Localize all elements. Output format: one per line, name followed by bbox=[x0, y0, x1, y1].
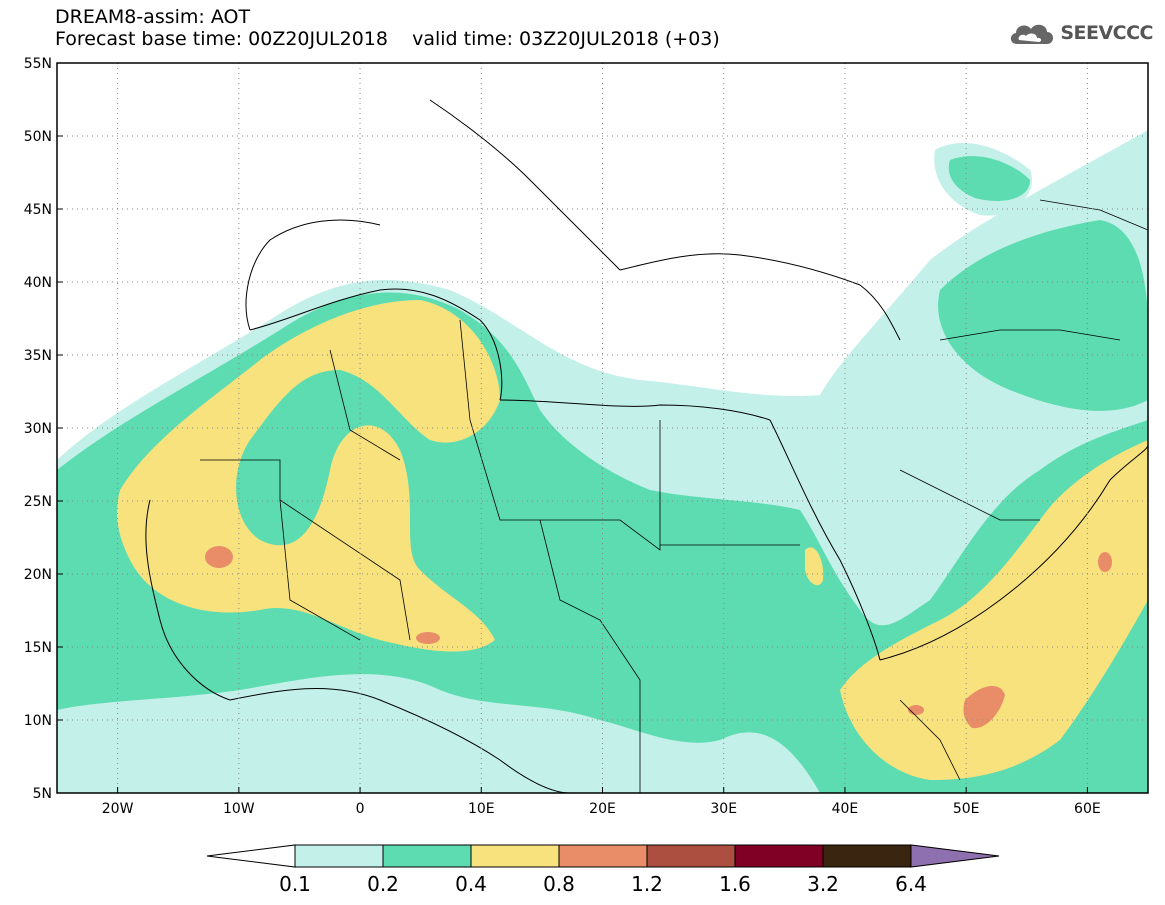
lat-tick-label: 40N bbox=[24, 275, 52, 291]
lat-tick-label: 15N bbox=[24, 640, 52, 656]
lon-tick-label: 10E bbox=[468, 801, 495, 817]
aot-level-0.8-c bbox=[1098, 552, 1112, 572]
aot-level-0.4-arabia bbox=[840, 440, 1148, 780]
cloud-logo-icon bbox=[1011, 24, 1054, 44]
latitude-labels: 5N 10N 15N 20N 25N 30N 35N 40N 45N 50N 55N bbox=[24, 56, 52, 802]
colorbar-label: 6.4 bbox=[895, 872, 927, 896]
lon-tick-label: 60E bbox=[1074, 801, 1101, 817]
colorbar-box bbox=[646, 844, 736, 868]
lat-tick-label: 20N bbox=[24, 567, 52, 583]
lat-tick-label: 25N bbox=[24, 494, 52, 510]
lon-tick-label: 50E bbox=[953, 801, 980, 817]
aot-level-0.8-d bbox=[963, 685, 1005, 729]
colorbar-boxes bbox=[206, 844, 1000, 868]
colorbar-box bbox=[734, 844, 824, 868]
aot-level-0.8-b bbox=[416, 632, 440, 644]
seevccc-logo: SEEVCCC bbox=[1007, 20, 1153, 46]
lat-tick-label: 30N bbox=[24, 421, 52, 437]
lat-tick-label: 10N bbox=[24, 713, 52, 729]
colorbar-min-arrow bbox=[206, 844, 296, 868]
lon-tick-label: 40E bbox=[832, 801, 859, 817]
forecast-times: Forecast base time: 00Z20JUL2018 valid t… bbox=[55, 28, 720, 50]
colorbar-box bbox=[294, 844, 384, 868]
colorbar-box bbox=[558, 844, 648, 868]
logo-text: SEEVCCC bbox=[1060, 22, 1153, 44]
lon-tick-label: 10W bbox=[223, 801, 255, 817]
colorbar-label: 0.8 bbox=[543, 872, 575, 896]
colorbar-label: 1.2 bbox=[631, 872, 663, 896]
longitude-labels: 20W 10W 0 10E 20E 30E 40E 50E 60E bbox=[102, 801, 1101, 817]
aot-level-0.2-east bbox=[938, 220, 1148, 411]
aot-level-0.2-caspian bbox=[948, 156, 1030, 201]
aot-fields bbox=[57, 99, 1148, 793]
lat-lon-grid bbox=[57, 62, 1148, 794]
coastlines bbox=[145, 99, 1148, 793]
lon-tick-label: 30E bbox=[710, 801, 737, 817]
colorbar-label: 3.2 bbox=[807, 872, 839, 896]
colorbar-label: 0.2 bbox=[367, 872, 399, 896]
colorbar-max-arrow bbox=[910, 844, 1000, 868]
lat-tick-label: 50N bbox=[24, 129, 52, 145]
colorbar-label: 0.1 bbox=[279, 872, 311, 896]
aot-level-0.8-a bbox=[205, 546, 233, 568]
lat-tick-label: 55N bbox=[24, 56, 52, 72]
colorbar-label: 1.6 bbox=[719, 872, 751, 896]
map-title: DREAM8-assim: AOT bbox=[55, 6, 251, 28]
lat-tick-label: 5N bbox=[33, 786, 52, 802]
colorbar-box bbox=[822, 844, 912, 868]
colorbar-label: 0.4 bbox=[455, 872, 487, 896]
lon-tick-label: 20E bbox=[589, 801, 616, 817]
colorbar-box bbox=[470, 844, 560, 868]
colorbar-box bbox=[382, 844, 472, 868]
lon-tick-label: 0 bbox=[356, 801, 365, 817]
map-frame bbox=[56, 62, 1149, 794]
lon-tick-label: 20W bbox=[102, 801, 134, 817]
lat-tick-label: 45N bbox=[24, 202, 52, 218]
aot-level-0.4-redsea bbox=[805, 547, 824, 586]
lat-tick-label: 35N bbox=[24, 348, 52, 364]
borders bbox=[200, 199, 1148, 793]
colorbar-labels: 0.1 0.2 0.4 0.8 1.2 1.6 3.2 6.4 bbox=[279, 872, 927, 896]
